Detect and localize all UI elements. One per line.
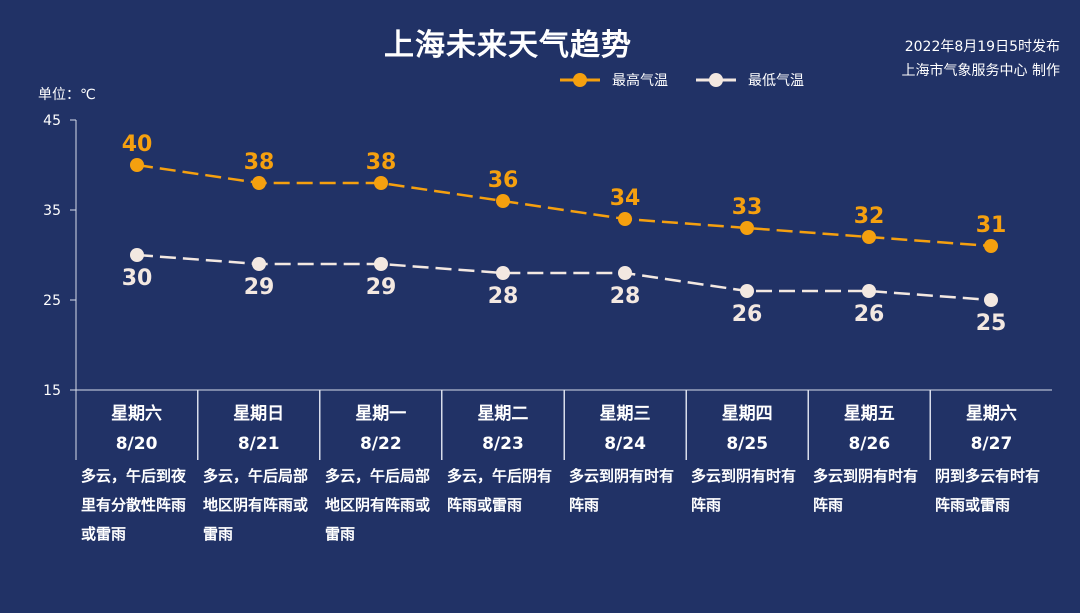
forecast-description: 多云到阴有时有阵雨 <box>569 467 675 514</box>
data-point-low <box>130 248 144 262</box>
chart-legend: 最高气温 最低气温 <box>560 70 832 90</box>
data-label-high: 36 <box>488 168 519 193</box>
date: 8/24 <box>604 434 646 454</box>
data-point-high <box>130 158 144 172</box>
day-cell: 星期日 8/21 <box>198 390 321 460</box>
weekday: 星期五 <box>843 404 895 424</box>
y-tick-label: 35 <box>43 203 61 219</box>
data-point-low <box>862 284 876 298</box>
data-point-high <box>862 230 876 244</box>
data-label-high: 33 <box>732 195 763 220</box>
y-tick-label: 45 <box>43 113 61 129</box>
date: 8/26 <box>848 434 891 454</box>
y-axis-unit: 单位：℃ <box>38 87 96 103</box>
data-label-high: 32 <box>854 204 885 229</box>
day-header-row: 星期六 8/20 星期日 8/21 星期一 8/22 星期二 8/23 星期三 8/24 … <box>76 390 1052 460</box>
publisher: 上海市气象服务中心 制作 <box>901 63 1060 79</box>
forecast-description: 多云，午后到夜里有分散性阵雨或雷雨 <box>81 467 187 543</box>
legend-low-label: 最低气温 <box>748 73 804 89</box>
legend-high-marker-icon <box>560 73 600 87</box>
legend-high-label: 最高气温 <box>612 73 668 89</box>
y-tick-label: 25 <box>43 293 61 309</box>
data-point-low <box>984 293 998 307</box>
weekday: 星期三 <box>599 404 651 424</box>
data-label-low: 28 <box>610 284 641 309</box>
day-cell: 星期六 8/27 <box>931 390 1052 460</box>
data-label-low: 29 <box>244 275 275 300</box>
forecast-description: 阴到多云有时有阵雨或雷雨 <box>935 467 1041 514</box>
weekday: 星期一 <box>355 404 407 424</box>
weekday: 星期六 <box>965 404 1017 424</box>
legend-high: 最高气温 <box>560 70 668 90</box>
data-point-high <box>252 176 266 190</box>
day-cell: 星期六 8/20 <box>76 390 199 460</box>
date: 8/20 <box>115 434 158 454</box>
forecast-description: 多云，午后阴有阵雨或雷雨 <box>447 467 553 514</box>
data-label-high: 38 <box>244 150 275 175</box>
publish-time: 2022年8月19日5时发布 <box>904 39 1060 55</box>
publish-info: 2022年8月19日5时发布 上海市气象服务中心 制作 <box>902 35 1060 83</box>
data-point-high <box>618 212 632 226</box>
forecast-description: 多云，午后局部地区阴有阵雨或雷雨 <box>203 467 309 543</box>
weekday: 星期四 <box>721 404 773 424</box>
date: 8/25 <box>726 434 769 454</box>
data-point-low <box>618 266 632 280</box>
data-label-high: 40 <box>122 132 153 157</box>
y-tick-label: 15 <box>43 383 61 399</box>
legend-low: 最低气温 <box>696 70 804 90</box>
data-point-low <box>496 266 510 280</box>
data-point-high <box>984 239 998 253</box>
forecast-description: 多云到阴有时有阵雨 <box>813 467 919 514</box>
data-label-high: 38 <box>366 150 397 175</box>
series-line-low <box>136 253 992 302</box>
date: 8/23 <box>482 434 524 454</box>
data-label-high: 34 <box>610 186 641 211</box>
data-label-low: 29 <box>366 275 397 300</box>
data-label-low: 28 <box>488 284 519 309</box>
day-cell: 星期五 8/26 <box>809 390 931 460</box>
date: 8/22 <box>359 434 402 454</box>
data-point-high <box>740 221 754 235</box>
forecast-description: 多云，午后局部地区阴有阵雨或雷雨 <box>325 467 431 543</box>
data-label-low: 30 <box>122 266 153 291</box>
day-cell: 星期一 8/22 <box>320 390 443 460</box>
forecast-description-row: 多云，午后到夜里有分散性阵雨或雷雨 多云，午后局部地区阴有阵雨或雷雨 多云，午后… <box>76 462 1052 549</box>
data-label-low: 26 <box>732 302 763 327</box>
data-point-low <box>252 257 266 271</box>
legend-low-marker-icon <box>696 73 736 87</box>
page-title: 上海未来天气趋势 <box>384 28 632 63</box>
day-cell: 星期四 8/25 <box>687 390 809 460</box>
data-label-low: 26 <box>854 302 885 327</box>
data-label-low: 25 <box>976 311 1007 336</box>
weekday: 星期六 <box>111 404 163 424</box>
forecast-description: 多云到阴有时有阵雨 <box>691 467 797 514</box>
data-point-high <box>374 176 388 190</box>
day-cell: 星期三 8/24 <box>565 390 687 460</box>
data-point-low <box>740 284 754 298</box>
date: 8/21 <box>237 434 280 454</box>
data-point-high <box>496 194 510 208</box>
date: 8/27 <box>970 434 1013 454</box>
series-line-high <box>136 163 992 248</box>
data-point-low <box>374 257 388 271</box>
weekday: 星期二 <box>477 404 529 424</box>
data-label-high: 31 <box>976 213 1007 238</box>
weekday: 星期日 <box>233 404 285 424</box>
day-cell: 星期二 8/23 <box>442 390 565 460</box>
